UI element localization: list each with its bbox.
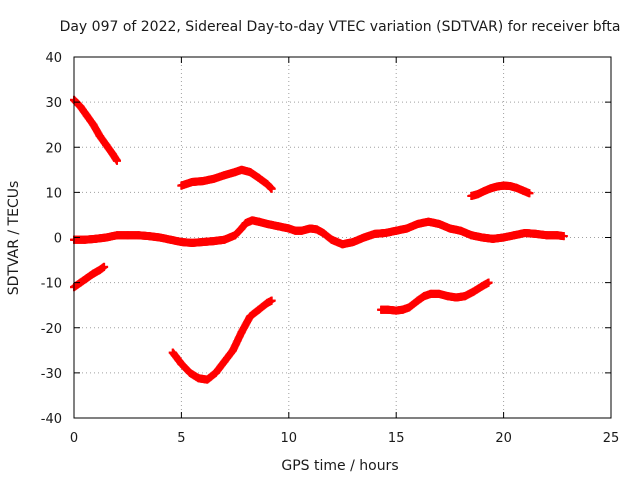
- y-tick-label: -20: [41, 322, 62, 337]
- x-tick-label: 0: [70, 431, 78, 446]
- x-tick-label: 5: [177, 431, 185, 446]
- series-arc-5: [168, 296, 276, 384]
- trace-marker: [267, 296, 276, 305]
- y-tick-label: -10: [41, 277, 62, 292]
- y-tick-label: 40: [45, 51, 62, 66]
- trace-marker: [112, 156, 121, 165]
- y-tick-label: -30: [41, 367, 62, 382]
- y-tick-label: -40: [41, 412, 62, 427]
- trace-marker: [100, 262, 109, 271]
- y-tick-label: 20: [45, 141, 62, 156]
- x-tick-label: 10: [281, 431, 298, 446]
- y-axis-label: SDTVAR / TECUs: [6, 181, 22, 296]
- series-arc-7: [467, 181, 534, 200]
- chart-title: Day 097 of 2022, Sidereal Day-to-day VTE…: [60, 19, 621, 35]
- y-tick-label: 0: [54, 232, 62, 247]
- trace-marker: [559, 232, 568, 241]
- trace-marker: [525, 189, 534, 198]
- series-arc-3: [70, 216, 568, 249]
- series-arc-2: [70, 262, 109, 292]
- x-tick-label: 25: [603, 431, 620, 446]
- y-tick-label: 30: [45, 96, 62, 111]
- series-arc-4: [177, 165, 276, 193]
- axis-ticks: 0 5 10 15 20 25 -40 -30 -20 -10 0 10 20 30 40: [41, 51, 620, 446]
- series-arc-6: [377, 278, 493, 315]
- x-tick-label: 15: [388, 431, 405, 446]
- x-tick-label: 20: [495, 431, 512, 446]
- series-arc-1: [70, 95, 121, 165]
- grid-lines: [74, 57, 611, 418]
- y-tick-label: 10: [45, 186, 62, 201]
- x-axis-label: GPS time / hours: [281, 458, 398, 474]
- data-series: [70, 95, 568, 384]
- trace-marker: [484, 278, 493, 287]
- trace-marker: [267, 184, 276, 193]
